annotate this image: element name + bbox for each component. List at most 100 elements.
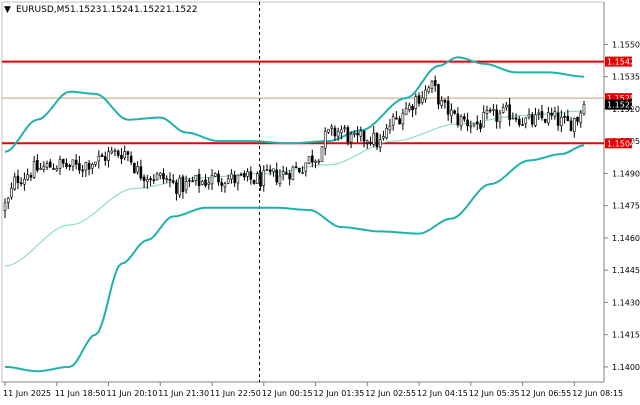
candle-bear [129, 155, 133, 163]
candle-bull [278, 175, 282, 184]
candle-bear [74, 159, 78, 165]
candle-bear [191, 180, 194, 183]
close-value: 1.1522 [166, 5, 198, 15]
candle-bull [492, 108, 495, 111]
candle-bull [505, 104, 508, 108]
x-tick-label: 12 Jun 05:35 [469, 389, 520, 398]
candle-bear [375, 133, 379, 148]
candle-bear [233, 174, 236, 184]
candle-bear [508, 104, 511, 120]
candle-bear [479, 123, 482, 129]
candle-bull [113, 150, 117, 152]
candle-bear [168, 178, 172, 181]
y-tick-label: 1.1415 [612, 331, 640, 340]
candle-bull [472, 123, 476, 126]
header-arrow-icon[interactable]: ▼ [4, 5, 11, 15]
candle-bear [453, 110, 456, 114]
candle-bull [291, 166, 295, 180]
candle-bull [55, 168, 59, 171]
candle-bull [560, 116, 563, 127]
candle-bear [288, 172, 291, 180]
candle-bull [146, 178, 149, 182]
candle-bear [556, 112, 560, 126]
candle-bull [404, 108, 408, 116]
candle-bull [537, 112, 541, 115]
candle-bull [553, 111, 557, 117]
candle-bull [327, 129, 330, 133]
candle-bear [488, 109, 492, 112]
candle-bear [285, 172, 288, 175]
candle-bull [23, 178, 26, 185]
candle-bull [547, 112, 550, 124]
candle-bear [116, 150, 120, 156]
candle-bear [433, 80, 437, 86]
candle-bear [268, 169, 272, 172]
candle-bull [579, 112, 583, 123]
candle-bull [301, 172, 304, 174]
candle-bull [450, 109, 453, 117]
candle-bull [6, 197, 10, 203]
candle-bull [314, 160, 317, 163]
candle-bear [126, 151, 130, 155]
candle-bull [307, 156, 311, 164]
candle-bull [178, 177, 181, 196]
candle-bull [378, 139, 382, 148]
candle-bull [246, 171, 249, 177]
x-tick-label: 12 Jun 08:15 [572, 389, 623, 398]
candle-bear [87, 163, 91, 170]
candle-bear [197, 173, 201, 186]
candle-bull [58, 159, 62, 169]
x-tick-label: 11 Jun 18:50 [55, 389, 106, 398]
candle-bull [184, 181, 188, 191]
candle-bull [84, 162, 88, 171]
candle-bear [550, 112, 553, 116]
candle-bull [469, 125, 473, 128]
candle-bear [133, 163, 136, 174]
x-tick-label: 11 Jun 20:10 [107, 389, 158, 398]
open-value: 1.1523 [70, 5, 102, 15]
candle-bull [420, 97, 424, 103]
candle-bear [466, 119, 469, 127]
price-line-label-box [605, 93, 632, 104]
candle-bear [259, 171, 262, 187]
candle-bull [430, 81, 434, 90]
candle-bull [32, 161, 36, 178]
candle-bear [139, 166, 143, 179]
candle-bull [165, 178, 169, 180]
candle-bull [3, 202, 7, 211]
x-tick-label: 12 Jun 02:55 [365, 389, 416, 398]
candle-bull [317, 160, 321, 163]
candle-bear [475, 121, 479, 125]
high-value: 1.1524 [102, 5, 134, 15]
time-axis: 11 Jun 2025 11 Jun 18:50 11 Jun 20:10 11 Ju… [3, 382, 623, 398]
low-value: 1.1522 [134, 5, 166, 15]
candle-bull [110, 150, 114, 154]
candle-bear [543, 118, 547, 123]
candle-bull [391, 116, 395, 126]
candle-bear [16, 175, 20, 184]
candle-bull [71, 159, 75, 167]
candle-bear [252, 179, 256, 184]
candle-bull [158, 172, 162, 176]
candle-bear [152, 179, 156, 182]
level-price-label: 1.1504 [607, 139, 635, 148]
candle-bear [142, 176, 146, 181]
candle-bear [566, 115, 570, 122]
x-tick-label: 11 Jun 22:50 [210, 389, 261, 398]
candle-bear [310, 155, 314, 163]
candle-bear [65, 163, 68, 168]
x-tick-label: 12 Jun 04:15 [417, 389, 468, 398]
candle-bear [149, 178, 152, 181]
candle-bull [388, 125, 392, 131]
candle-bull [340, 129, 343, 134]
symbol-label: EURUSD,M5 [16, 5, 70, 15]
candle-bear [446, 100, 450, 115]
candle-bull [94, 161, 97, 165]
y-tick-label: 1.1430 [612, 298, 640, 307]
level-price-label-box [605, 138, 632, 149]
candle-bear [443, 99, 447, 103]
candle-bear [530, 114, 534, 125]
candle-bear [181, 176, 185, 192]
candle-bear [294, 166, 298, 169]
